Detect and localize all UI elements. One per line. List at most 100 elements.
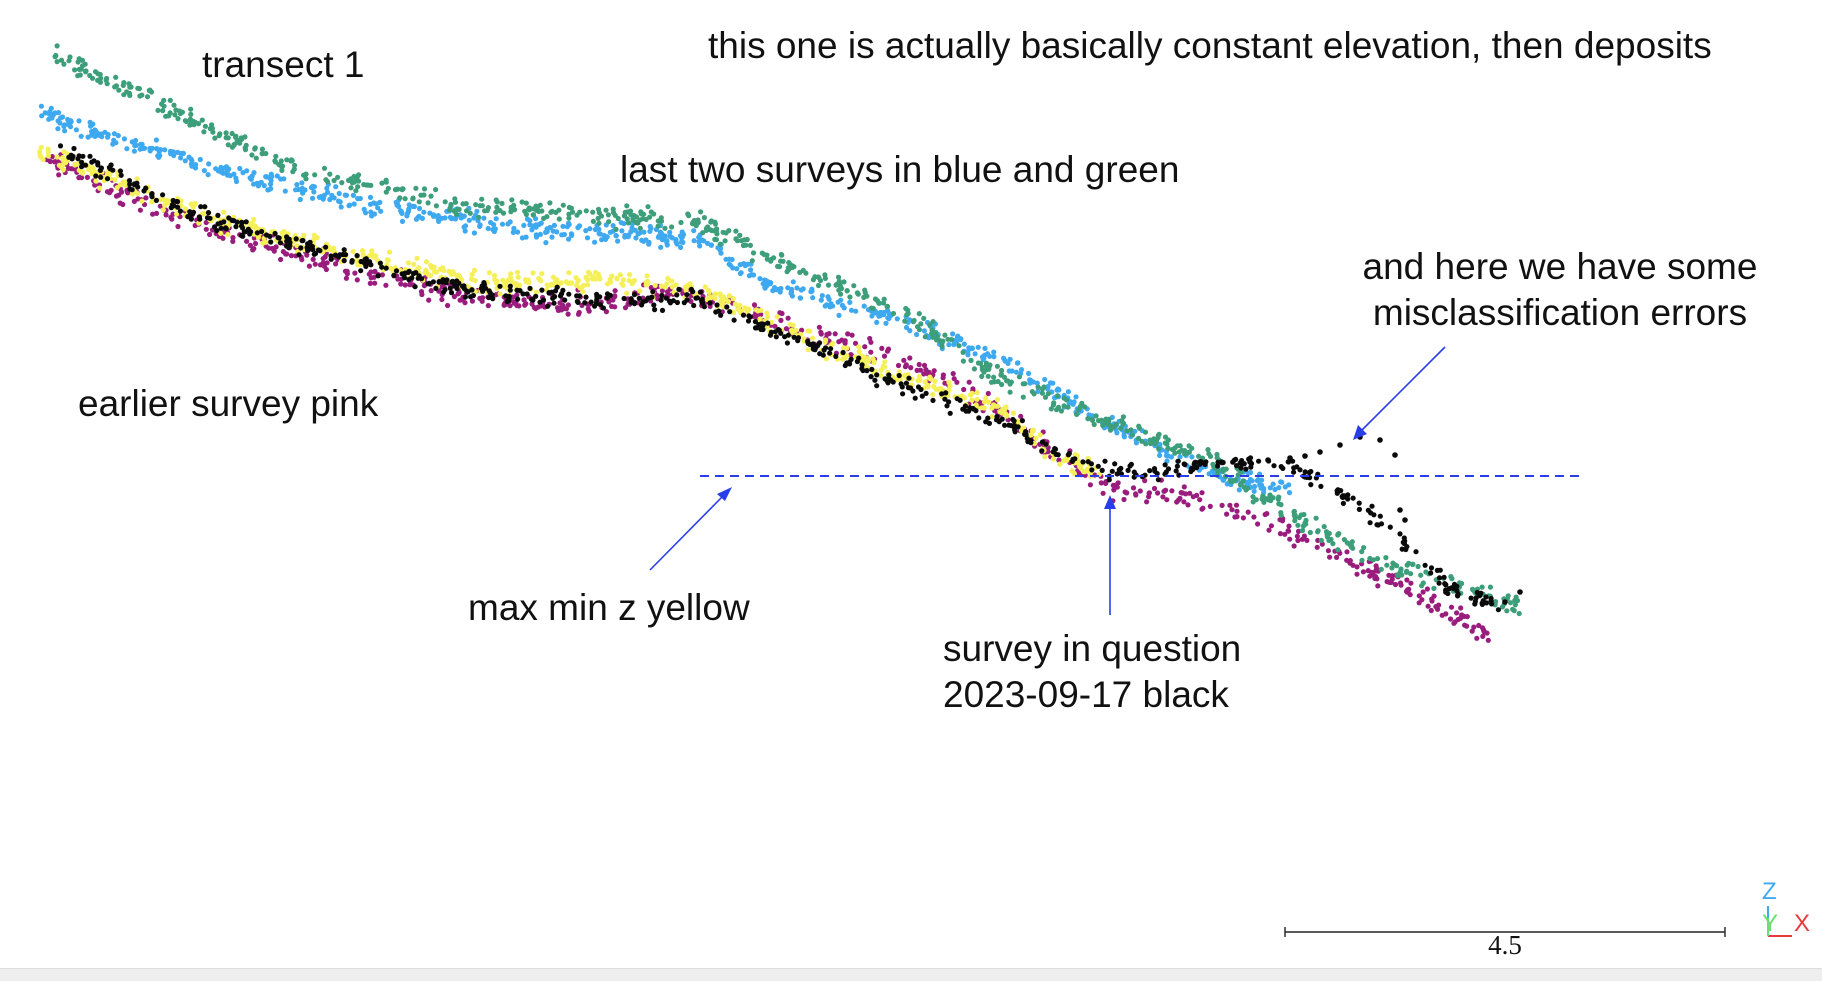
point	[167, 97, 173, 103]
point	[782, 334, 788, 340]
point	[369, 251, 375, 257]
point	[1050, 380, 1056, 386]
point	[171, 102, 177, 108]
point	[511, 225, 517, 231]
point	[1185, 502, 1191, 508]
point	[526, 279, 532, 285]
point	[1344, 557, 1350, 563]
outlier-point	[1317, 449, 1323, 455]
point	[874, 319, 880, 325]
point	[986, 420, 993, 426]
point	[1459, 612, 1465, 618]
point	[828, 346, 834, 352]
point	[810, 295, 816, 301]
point	[327, 196, 333, 203]
point	[1234, 508, 1240, 514]
point	[847, 294, 853, 300]
point	[135, 85, 141, 91]
point	[1487, 584, 1493, 590]
point	[1292, 518, 1298, 524]
point	[277, 240, 283, 246]
point	[201, 168, 207, 174]
point	[242, 229, 248, 235]
point	[409, 275, 415, 281]
point	[1307, 529, 1313, 536]
point	[680, 231, 687, 238]
point	[462, 294, 468, 300]
point	[401, 275, 408, 281]
point	[791, 334, 797, 340]
point	[1073, 394, 1079, 400]
point	[1282, 531, 1288, 537]
point	[1232, 514, 1238, 520]
point	[981, 399, 988, 405]
point	[921, 362, 928, 368]
point	[942, 332, 948, 338]
point	[991, 349, 997, 355]
point	[143, 185, 149, 191]
point	[324, 185, 330, 191]
outlier-point	[1502, 599, 1508, 605]
point	[423, 267, 429, 273]
point	[696, 234, 702, 240]
point	[659, 307, 666, 313]
point	[784, 269, 790, 275]
point	[91, 132, 97, 138]
point	[1472, 601, 1478, 607]
point	[1045, 391, 1051, 397]
point	[701, 304, 708, 310]
point	[848, 352, 854, 358]
point	[562, 297, 568, 303]
point	[604, 295, 610, 301]
point	[346, 203, 352, 209]
point	[230, 238, 236, 244]
point	[1057, 461, 1063, 467]
point	[652, 282, 658, 288]
point	[610, 297, 616, 303]
point	[907, 355, 913, 361]
point	[684, 297, 690, 303]
point	[820, 352, 826, 358]
point	[947, 410, 953, 416]
point	[778, 258, 784, 264]
point	[508, 271, 514, 277]
point	[648, 225, 654, 231]
point	[1227, 502, 1233, 508]
arrow-max-min	[649, 487, 732, 571]
point	[260, 240, 266, 246]
point	[1003, 404, 1009, 410]
point	[610, 206, 616, 212]
point	[331, 177, 337, 184]
point	[231, 171, 237, 177]
point	[514, 287, 520, 293]
point	[355, 184, 361, 190]
point	[499, 200, 505, 206]
point	[178, 155, 184, 161]
point	[1423, 569, 1429, 575]
point	[676, 286, 682, 292]
point	[202, 123, 208, 129]
point	[551, 222, 558, 228]
point	[163, 212, 169, 218]
point	[279, 230, 285, 236]
point	[1053, 451, 1059, 457]
point	[514, 302, 520, 309]
point	[930, 319, 936, 325]
point	[218, 230, 224, 236]
point	[960, 358, 967, 364]
point	[1192, 460, 1198, 466]
point	[834, 281, 840, 287]
point	[844, 345, 850, 351]
point	[131, 198, 137, 204]
point	[742, 263, 748, 269]
point	[1445, 590, 1451, 597]
point	[645, 204, 651, 210]
point	[1214, 455, 1220, 461]
point	[1043, 441, 1049, 447]
point	[160, 108, 166, 114]
point	[1369, 503, 1375, 509]
point	[568, 280, 574, 286]
point	[1056, 457, 1062, 463]
